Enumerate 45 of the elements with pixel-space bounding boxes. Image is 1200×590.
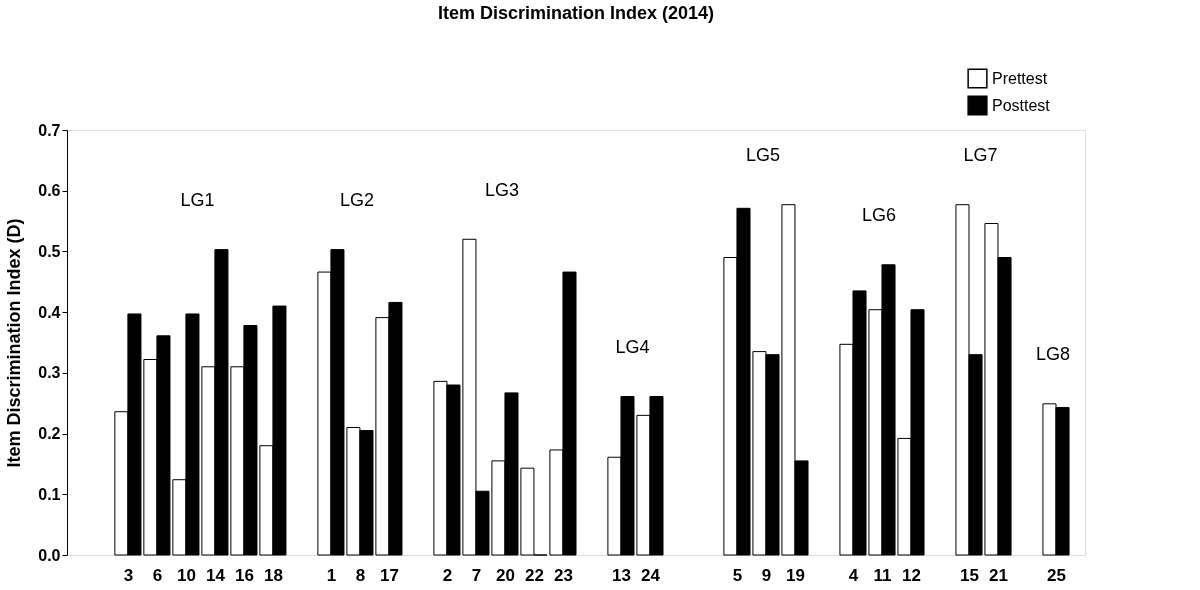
x-tick-label: 22	[524, 565, 544, 585]
y-tick-label: 0.0	[38, 546, 61, 564]
y-tick-label: 0.1	[38, 485, 61, 503]
y-tick-label: 0.2	[38, 425, 61, 443]
y-tick-label: 0.7	[38, 121, 61, 139]
x-tick-label: 14	[205, 565, 226, 585]
x-tick-label: 24	[641, 565, 661, 585]
annotation: LG2	[340, 190, 375, 211]
x-tick-label: 16	[234, 565, 254, 585]
x-tick-label: 10	[176, 565, 196, 585]
x-tick-label: 12	[902, 565, 921, 585]
y-tick-label: 0.6	[38, 182, 61, 200]
annotation: LG8	[1036, 344, 1071, 365]
chart-title: Item Discrimination Index (2014)	[437, 3, 715, 23]
x-tick-label: 5	[732, 565, 743, 585]
y-axis-title: Item Discrimination Index (D)	[4, 218, 25, 468]
annotation: LG3	[485, 179, 520, 200]
x-tick-label: 23	[553, 565, 573, 585]
annotation: LG5	[746, 145, 781, 166]
annotation: LG4	[615, 336, 650, 357]
x-tick-label: 8	[355, 565, 366, 585]
legend-label: Posttest	[992, 96, 1051, 114]
x-tick-label: 4	[848, 565, 859, 585]
y-tick-label: 0.5	[38, 242, 61, 260]
y-tick-label: 0.3	[38, 364, 61, 382]
x-tick-label: 11	[873, 565, 892, 585]
x-tick-label: 20	[495, 565, 515, 585]
annotation: LG6	[862, 205, 897, 226]
x-tick-label: 7	[471, 565, 482, 585]
x-tick-label: 1	[326, 565, 337, 585]
legend-label: Prettest	[992, 69, 1048, 87]
annotation: LG1	[180, 190, 215, 211]
x-tick-label: 18	[263, 565, 283, 585]
x-tick-label: 9	[761, 565, 772, 585]
x-tick-label: 25	[1047, 565, 1066, 585]
x-tick-label: 19	[786, 565, 805, 585]
annotation: LG7	[963, 145, 998, 166]
x-tick-label: 21	[989, 565, 1008, 585]
y-tick-label: 0.4	[38, 303, 61, 321]
x-tick-label: 17	[379, 565, 399, 585]
x-tick-label: 3	[123, 565, 134, 585]
x-tick-label: 2	[442, 565, 453, 585]
x-tick-label: 6	[152, 565, 163, 585]
x-tick-label: 15	[960, 565, 979, 585]
x-tick-label: 13	[611, 565, 631, 585]
